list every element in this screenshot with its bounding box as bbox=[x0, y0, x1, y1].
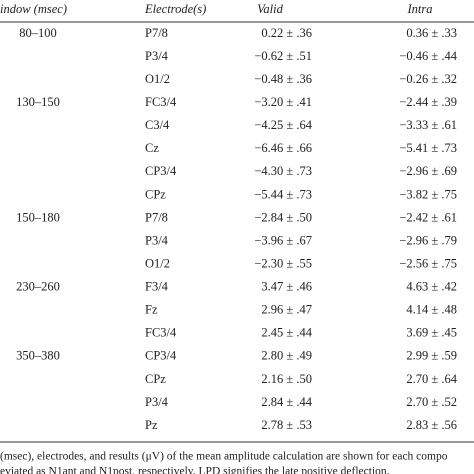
header-cell: Intra bbox=[407, 2, 433, 16]
electrode-cell: O1/2 bbox=[145, 72, 170, 86]
valid-cell: −3.96 ± .67 bbox=[254, 233, 312, 247]
electrode-cell: P7/8 bbox=[145, 26, 168, 40]
electrode-cell: F3/4 bbox=[145, 280, 169, 294]
valid-cell: 2.16 ± .50 bbox=[261, 372, 312, 386]
intra-cell: −2.96 ± .69 bbox=[399, 164, 457, 178]
intra-cell: −3.82 ± .75 bbox=[399, 187, 457, 201]
valid-cell: 0.22 ± .36 bbox=[261, 26, 312, 40]
electrode-cell: Pz bbox=[145, 418, 158, 432]
intra-cell: −2.56 ± .75 bbox=[399, 256, 457, 270]
valid-cell: −0.48 ± .36 bbox=[254, 72, 312, 86]
intra-cell: −2.42 ± .61 bbox=[399, 210, 457, 224]
electrode-cell: CP3/4 bbox=[145, 349, 177, 363]
intra-cell: 0.36 ± .33 bbox=[406, 26, 457, 40]
valid-cell: −0.62 ± .51 bbox=[254, 49, 312, 63]
valid-cell: −2.84 ± .50 bbox=[254, 210, 312, 224]
electrode-cell: CPz bbox=[145, 372, 166, 386]
window-cell: 150–180 bbox=[16, 210, 60, 224]
intra-cell: 2.70 ± .52 bbox=[406, 395, 457, 409]
electrode-cell: O1/2 bbox=[145, 256, 170, 270]
window-cell: 350–380 bbox=[16, 349, 60, 363]
electrode-cell: P3/4 bbox=[145, 395, 169, 409]
valid-cell: −4.25 ± .64 bbox=[254, 118, 312, 132]
valid-cell: −6.46 ± .66 bbox=[254, 141, 312, 155]
intra-cell: 3.69 ± .45 bbox=[406, 326, 457, 340]
window-cell: 80–100 bbox=[19, 26, 57, 40]
intra-cell: 2.99 ± .59 bbox=[406, 349, 457, 363]
intra-cell: −0.26 ± .32 bbox=[399, 72, 457, 86]
valid-cell: 2.45 ± .44 bbox=[261, 326, 312, 340]
intra-cell: −2.96 ± .79 bbox=[399, 233, 457, 247]
electrode-cell: C3/4 bbox=[145, 118, 170, 132]
electrode-cell: FC3/4 bbox=[145, 95, 177, 109]
intra-cell: −3.33 ± .61 bbox=[399, 118, 457, 132]
intra-cell: 2.70 ± .64 bbox=[406, 372, 457, 386]
electrode-cell: P3/4 bbox=[145, 233, 169, 247]
valid-cell: 2.80 ± .49 bbox=[261, 349, 312, 363]
valid-cell: 2.96 ± .47 bbox=[261, 303, 312, 317]
valid-cell: −3.20 ± .41 bbox=[254, 95, 312, 109]
header-cell: Electrode(s) bbox=[144, 2, 206, 16]
intra-cell: 4.63 ± .42 bbox=[406, 280, 457, 294]
intra-cell: 2.83 ± .56 bbox=[406, 418, 457, 432]
intra-cell: −2.44 ± .39 bbox=[399, 95, 457, 109]
window-cell: 130–150 bbox=[16, 95, 60, 109]
valid-cell: 2.78 ± .53 bbox=[261, 418, 312, 432]
intra-cell: −0.46 ± .44 bbox=[399, 49, 457, 63]
valid-cell: −4.30 ± .73 bbox=[254, 164, 312, 178]
electrode-cell: CPz bbox=[145, 187, 166, 201]
electrode-cell: FC3/4 bbox=[145, 326, 177, 340]
valid-cell: 2.84 ± .44 bbox=[261, 395, 312, 409]
valid-cell: −2.30 ± .55 bbox=[254, 256, 312, 270]
electrode-cell: P3/4 bbox=[145, 49, 169, 63]
header-cell: indow (msec) bbox=[0, 2, 67, 16]
header-cell: Valid bbox=[257, 2, 283, 16]
valid-cell: 3.47 ± .46 bbox=[261, 280, 312, 294]
caption-line: eviated as N1ant and N1post, respectivel… bbox=[0, 466, 390, 474]
electrode-cell: P7/8 bbox=[145, 210, 168, 224]
window-cell: 230–260 bbox=[16, 280, 60, 294]
electrode-cell: CP3/4 bbox=[145, 164, 177, 178]
intra-cell: 4.14 ± .48 bbox=[406, 303, 457, 317]
caption-line: (msec), electrodes, and results (μV) of … bbox=[0, 451, 448, 463]
intra-cell: −5.41 ± .73 bbox=[399, 141, 457, 155]
electrode-cell: Fz bbox=[145, 303, 158, 317]
electrode-cell: Cz bbox=[145, 141, 159, 155]
valid-cell: −5.44 ± .73 bbox=[254, 187, 312, 201]
